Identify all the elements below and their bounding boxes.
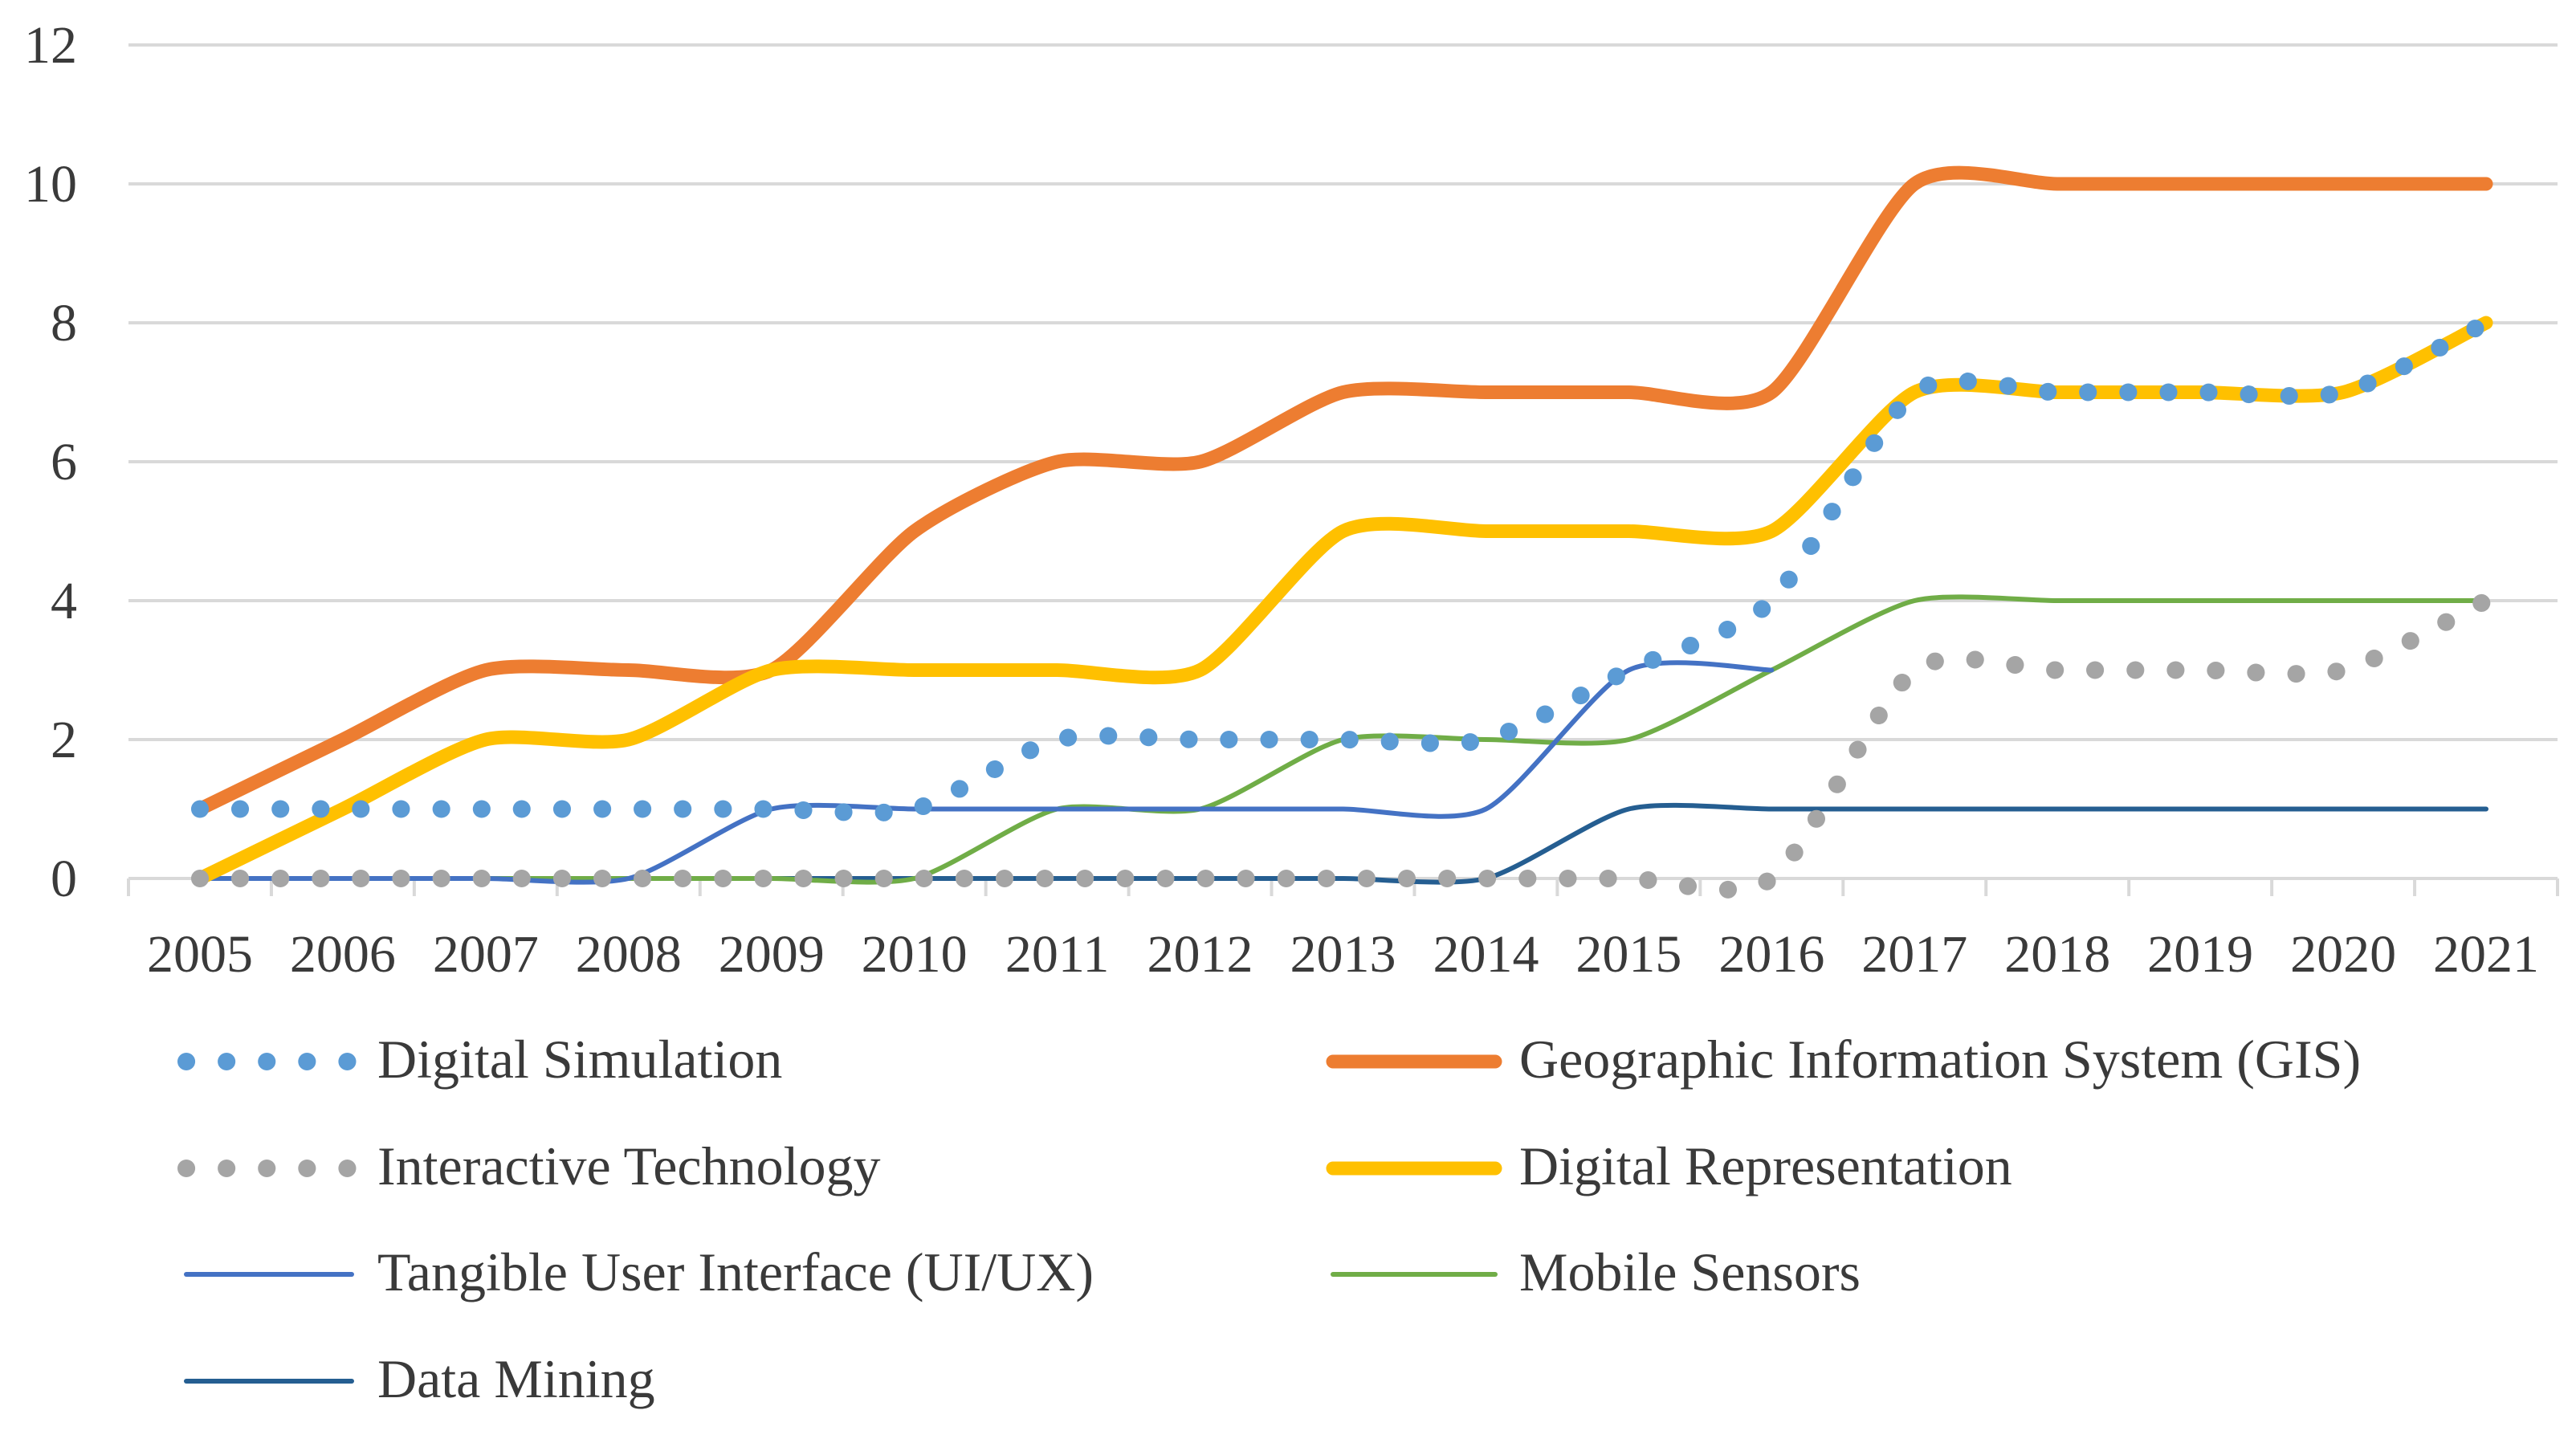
x-tick-label: 2021 (2433, 925, 2539, 984)
x-tick-label: 2008 (576, 925, 682, 984)
legend-label: Digital Representation (1519, 1135, 2012, 1196)
x-tick-label: 2014 (1433, 925, 1539, 984)
y-tick-label: 6 (51, 433, 77, 491)
x-tick-label: 2019 (2147, 925, 2253, 984)
x-tick-label: 2015 (1575, 925, 1681, 984)
x-tick-label: 2018 (2004, 925, 2110, 984)
y-tick-label: 12 (24, 16, 77, 75)
x-tick-label: 2007 (433, 925, 539, 984)
series-lines (190, 165, 2496, 899)
y-tick-label: 0 (51, 850, 77, 908)
x-tick-label: 2006 (290, 925, 396, 984)
x-tick-label: 2020 (2290, 925, 2396, 984)
legend: Digital Simulation Geographic Information… (177, 1029, 2361, 1409)
y-tick-label: 8 (51, 294, 77, 353)
legend-label: Interactive Technology (377, 1135, 881, 1196)
legend-label: Tangible User Interface (UI/UX) (377, 1241, 1094, 1302)
series-line-digital-simulation (190, 314, 2496, 822)
x-tick-label: 2012 (1147, 925, 1253, 984)
y-tick-label: 10 (24, 155, 77, 214)
legend-label: Data Mining (377, 1348, 655, 1409)
axes: 0 2 4 6 8 10 12 2005 2006 2007 2008 2009 2010 2011 201… (24, 16, 2559, 984)
x-tick-label: 2011 (1005, 925, 1110, 984)
x-tick-label: 2013 (1290, 925, 1396, 984)
legend-label: Geographic Information System (GIS) (1519, 1029, 2361, 1090)
gridlines (128, 43, 2558, 741)
x-tick-label: 2010 (862, 925, 968, 984)
series-line-data-mining (197, 802, 2489, 885)
series-line-geographic-information-system-gis (193, 165, 2493, 816)
legend-label: Digital Simulation (377, 1029, 782, 1090)
x-tick-label: 2005 (147, 925, 253, 984)
x-tick-label: 2017 (1861, 925, 1967, 984)
x-tick-label: 2016 (1718, 925, 1824, 984)
y-tick-label: 2 (51, 711, 77, 769)
legend-label: Mobile Sensors (1519, 1241, 1861, 1302)
y-tick-label: 4 (51, 572, 77, 630)
x-tick-label: 2009 (719, 925, 825, 984)
series-line-interactive-technology (190, 592, 2496, 899)
